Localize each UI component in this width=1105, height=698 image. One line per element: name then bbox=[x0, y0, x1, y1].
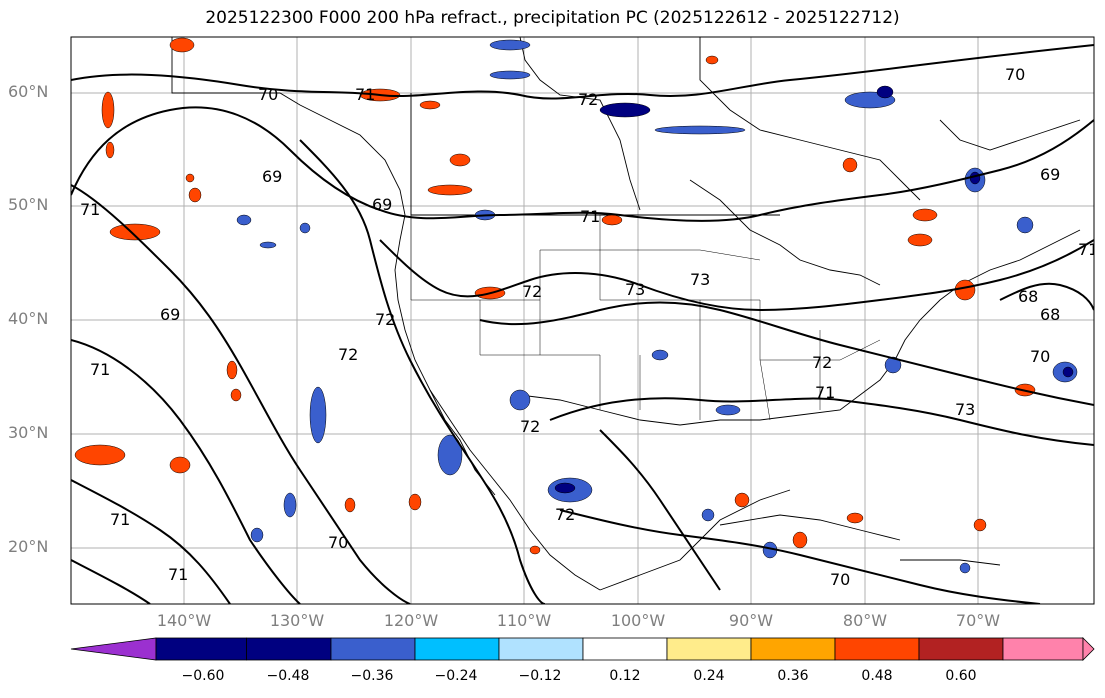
contour-label: 73 bbox=[955, 400, 975, 419]
contour-label: 71 bbox=[168, 565, 188, 584]
colorbar-tick: 0.36 bbox=[777, 668, 809, 684]
colorbar-bin bbox=[1002, 637, 1084, 661]
lon-label-120w: 120°W bbox=[383, 611, 439, 630]
contour-label: 73 bbox=[625, 280, 645, 299]
lon-label-70w: 70°W bbox=[955, 611, 1001, 630]
contour-label: 68 bbox=[1018, 287, 1038, 306]
lon-label-110w: 110°W bbox=[496, 611, 552, 630]
contour-label: 69 bbox=[160, 305, 180, 324]
contour-label: 69 bbox=[1040, 165, 1060, 184]
lon-label-100w: 100°W bbox=[610, 611, 666, 630]
lon-label-130w: 130°W bbox=[269, 611, 325, 630]
colorbar-bin bbox=[582, 637, 668, 661]
contour-label: 71 bbox=[110, 510, 130, 529]
contour-label: 70 bbox=[1030, 347, 1050, 366]
contour-label: 72 bbox=[520, 417, 540, 436]
colorbar-tick: 0.24 bbox=[693, 668, 725, 684]
colorbar-bin bbox=[666, 637, 752, 661]
contour-label: 72 bbox=[375, 310, 395, 329]
lat-label-30n: 30°N bbox=[8, 423, 49, 442]
colorbar-tick: −0.12 bbox=[518, 668, 562, 684]
contour-label: 71 bbox=[1078, 240, 1098, 259]
lat-label-60n: 60°N bbox=[8, 82, 49, 101]
lat-label-40n: 40°N bbox=[8, 309, 49, 328]
colorbar-tick: −0.24 bbox=[434, 668, 478, 684]
lon-label-90w: 90°W bbox=[728, 611, 774, 630]
colorbar-extend-max bbox=[1082, 637, 1095, 661]
contour-label: 70 bbox=[1005, 65, 1025, 84]
colorbar-bin bbox=[498, 637, 584, 661]
contour-label: 70 bbox=[830, 570, 850, 589]
contour-label: 72 bbox=[338, 345, 358, 364]
colorbar-tick: −0.60 bbox=[181, 668, 225, 684]
colorbar-tick: −0.48 bbox=[266, 668, 310, 684]
colorbar-bin bbox=[750, 637, 836, 661]
contour-label: 72 bbox=[578, 90, 598, 109]
colorbar-tick: −0.36 bbox=[350, 668, 394, 684]
contour-label: 72 bbox=[522, 282, 542, 301]
colorbar-tick: 0.48 bbox=[861, 668, 893, 684]
lon-label-140w: 140°W bbox=[156, 611, 212, 630]
contour-label: 73 bbox=[690, 270, 710, 289]
contour-label: 69 bbox=[262, 167, 282, 186]
colorbar-bin bbox=[834, 637, 920, 661]
lat-label-20n: 20°N bbox=[8, 537, 49, 556]
contour-label: 71 bbox=[80, 200, 100, 219]
contour-label: 68 bbox=[1040, 305, 1060, 324]
contour-label: 72 bbox=[555, 505, 575, 524]
contour-label: 71 bbox=[580, 207, 600, 226]
contour-label: 69 bbox=[372, 195, 392, 214]
colorbar-tick: 0.60 bbox=[945, 668, 977, 684]
colorbar-bin bbox=[330, 637, 416, 661]
graticule bbox=[71, 37, 1094, 604]
colorbar-bin bbox=[414, 637, 500, 661]
colorbar-bin bbox=[918, 637, 1004, 661]
colorbar-bin bbox=[155, 637, 247, 661]
contour-label: 71 bbox=[355, 85, 375, 104]
contour-labels: 70 71 72 69 69 71 71 72 73 72 72 73 71 7… bbox=[80, 65, 1098, 589]
contour-label: 71 bbox=[815, 383, 835, 402]
lon-label-80w: 80°W bbox=[842, 611, 888, 630]
contour-label: 71 bbox=[90, 360, 110, 379]
refractivity-contours bbox=[71, 44, 1094, 604]
state-borders bbox=[410, 215, 881, 421]
colorbar-extend-min bbox=[70, 637, 157, 661]
precip-patches bbox=[74, 37, 1078, 574]
map-frame bbox=[70, 36, 1095, 605]
map-title: 2025122300 F000 200 hPa refract., precip… bbox=[205, 8, 900, 28]
contour-label: 72 bbox=[812, 353, 832, 372]
colorbar-tick: 0.12 bbox=[609, 668, 641, 684]
contour-label: 70 bbox=[258, 85, 278, 104]
colorbar bbox=[70, 637, 1095, 661]
colorbar-bin bbox=[246, 637, 332, 661]
lat-label-50n: 50°N bbox=[8, 195, 49, 214]
contour-label: 70 bbox=[328, 533, 348, 552]
